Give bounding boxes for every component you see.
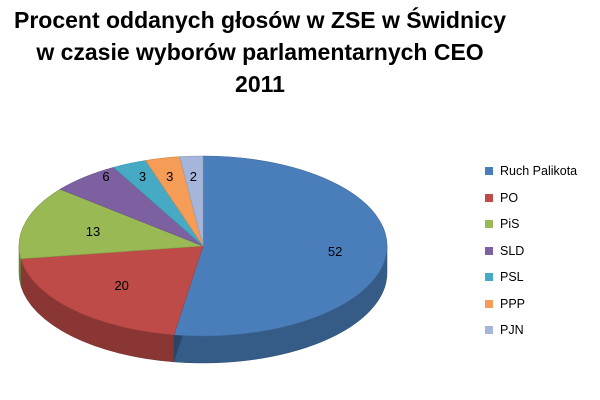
chart-title-line-3: 2011 (235, 71, 285, 97)
legend-label-po: PO (500, 190, 519, 205)
legend-label-pis: PiS (500, 217, 520, 232)
data-label-ruch-palikota: 52 (328, 244, 342, 259)
legend-swatch-pjn (485, 326, 493, 335)
data-label-pis: 13 (86, 224, 100, 239)
pie-slice-pjn (179, 155, 204, 247)
legend-label-pjn: PJN (500, 323, 524, 338)
legend-swatch-pis (485, 220, 493, 229)
legend: Ruch Palikota PO PiS SLD PSL PPP PJN (485, 158, 600, 344)
chart-title-line-1: Procent oddanych głosów w ZSE w Świdnicy (13, 7, 507, 33)
legend-swatch-sld (485, 246, 493, 255)
pie-slice-ruch-palikota (173, 155, 388, 337)
pie-tops (18, 155, 388, 337)
chart-title-line-2: w czasie wyborów parlamentarnych CEO (36, 39, 484, 65)
legend-label-ppp: PPP (500, 296, 526, 311)
legend-swatch-po (485, 193, 493, 202)
pie-slice-pis (18, 188, 204, 260)
legend-item-sld: SLD (485, 238, 600, 265)
data-label-sld: 6 (102, 169, 109, 184)
legend-swatch-psl (485, 273, 493, 282)
data-label-po: 20 (114, 278, 128, 293)
legend-swatch-ppp (485, 299, 493, 308)
data-label-ppp: 3 (166, 169, 173, 184)
legend-item-pjn: PJN (485, 317, 600, 344)
legend-label-sld: SLD (500, 243, 525, 258)
legend-swatch-ruch-palikota (485, 167, 493, 176)
legend-item-ruch-palikota: Ruch Palikota (485, 158, 600, 185)
legend-label-psl: PSL (500, 270, 524, 285)
pie-slice-po (20, 245, 204, 336)
data-label-psl: 3 (139, 169, 146, 184)
legend-item-pis: PiS (485, 211, 600, 238)
legend-item-po: PO (485, 185, 600, 212)
legend-item-psl: PSL (485, 264, 600, 291)
data-label-pjn: 2 (190, 169, 197, 184)
legend-item-ppp: PPP (485, 291, 600, 318)
chart-title: Procent oddanych głosów w ZSE w Świdnicy… (0, 4, 520, 100)
legend-label-ruch-palikota: Ruch Palikota (500, 164, 578, 179)
pie-labels: 52 20 13 6 3 3 2 (86, 169, 343, 293)
